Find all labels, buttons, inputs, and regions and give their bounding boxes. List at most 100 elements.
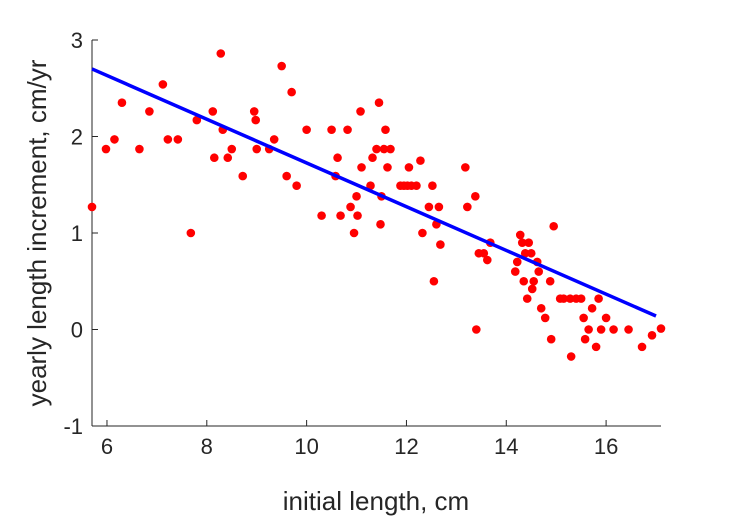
data-point: [540, 313, 550, 323]
data-point: [517, 238, 527, 247]
data-point: [412, 181, 421, 191]
fit-line-group: [91, 67, 657, 318]
x-tick-label: 14: [494, 434, 518, 459]
data-point: [601, 313, 611, 323]
data-point: [374, 98, 384, 108]
data-point: [357, 163, 366, 172]
data-point: [463, 202, 472, 212]
data-point: [386, 144, 395, 154]
x-tick-label: 16: [594, 434, 618, 459]
data-point: [522, 294, 532, 303]
data-point: [416, 156, 425, 165]
data-point: [117, 98, 127, 108]
data-point: [471, 192, 480, 201]
data-point: [249, 107, 259, 116]
data-point: [282, 171, 291, 181]
data-point: [461, 163, 470, 172]
data-point: [383, 163, 392, 172]
data-point: [192, 115, 202, 125]
data-point: [647, 330, 657, 340]
data-point: [352, 192, 361, 201]
data-point: [327, 125, 336, 135]
data-point: [566, 352, 576, 361]
data-point: [343, 125, 352, 135]
data-point: [527, 284, 537, 294]
data-point: [158, 80, 168, 89]
data-point: [379, 144, 389, 154]
data-point: [277, 61, 286, 71]
fit-line: [91, 67, 657, 318]
x-tick-label: 8: [201, 434, 213, 459]
data-point: [353, 211, 362, 220]
data-point: [587, 303, 597, 313]
y-tick-label: -1: [63, 414, 83, 439]
data-point: [524, 238, 534, 247]
data-point: [238, 171, 248, 181]
data-point: [110, 135, 119, 144]
data-point: [515, 230, 525, 240]
data-point: [173, 135, 183, 144]
data-point: [372, 144, 381, 154]
data-point: [366, 181, 375, 191]
data-point: [436, 240, 445, 249]
data-point: [559, 294, 568, 303]
data-point: [429, 276, 439, 286]
y-axis-label: yearly length increment, cm/yr: [22, 59, 52, 406]
data-point: [565, 294, 575, 303]
data-point: [529, 276, 539, 286]
x-ticks: 6 8 10 12 14 16: [101, 420, 618, 459]
data-point: [479, 248, 489, 258]
data-points: [87, 49, 666, 361]
data-point: [580, 334, 590, 344]
data-point: [208, 107, 218, 116]
data-point: [510, 267, 520, 276]
data-point: [579, 313, 588, 323]
data-point: [594, 294, 603, 303]
data-point: [333, 153, 342, 163]
data-point: [418, 228, 427, 238]
data-point: [346, 202, 355, 212]
data-point: [252, 144, 262, 154]
data-point: [135, 144, 144, 154]
data-point: [216, 49, 226, 58]
data-point: [376, 220, 385, 229]
data-point: [292, 181, 301, 191]
data-point: [576, 294, 586, 303]
data-point: [223, 153, 233, 163]
data-point: [549, 221, 558, 231]
data-point: [251, 115, 261, 125]
data-point: [381, 125, 390, 135]
data-point: [349, 228, 359, 238]
data-point: [145, 107, 154, 116]
data-point: [287, 87, 296, 97]
x-tick-label: 12: [394, 434, 418, 459]
data-point: [209, 153, 219, 163]
data-point: [520, 248, 530, 258]
data-point: [163, 135, 173, 144]
data-point: [591, 342, 601, 352]
data-point: [101, 144, 111, 154]
data-point: [428, 181, 437, 191]
data-point: [269, 135, 279, 144]
data-point: [317, 211, 326, 220]
x-axis-label: initial length, cm: [283, 486, 469, 516]
data-point: [637, 342, 647, 352]
data-point: [434, 202, 444, 212]
data-point: [302, 125, 311, 135]
data-point: [624, 325, 633, 334]
data-point: [483, 255, 492, 265]
data-point: [336, 211, 345, 220]
data-point: [536, 303, 546, 313]
data-point: [656, 324, 666, 333]
data-point: [526, 248, 536, 258]
x-tick-label: 10: [294, 434, 318, 459]
data-point: [404, 163, 414, 172]
data-point: [519, 276, 529, 286]
y-tick-label: 0: [71, 318, 83, 343]
data-point: [186, 228, 196, 238]
data-point: [546, 334, 556, 344]
data-point: [424, 202, 434, 212]
data-point: [512, 257, 522, 267]
